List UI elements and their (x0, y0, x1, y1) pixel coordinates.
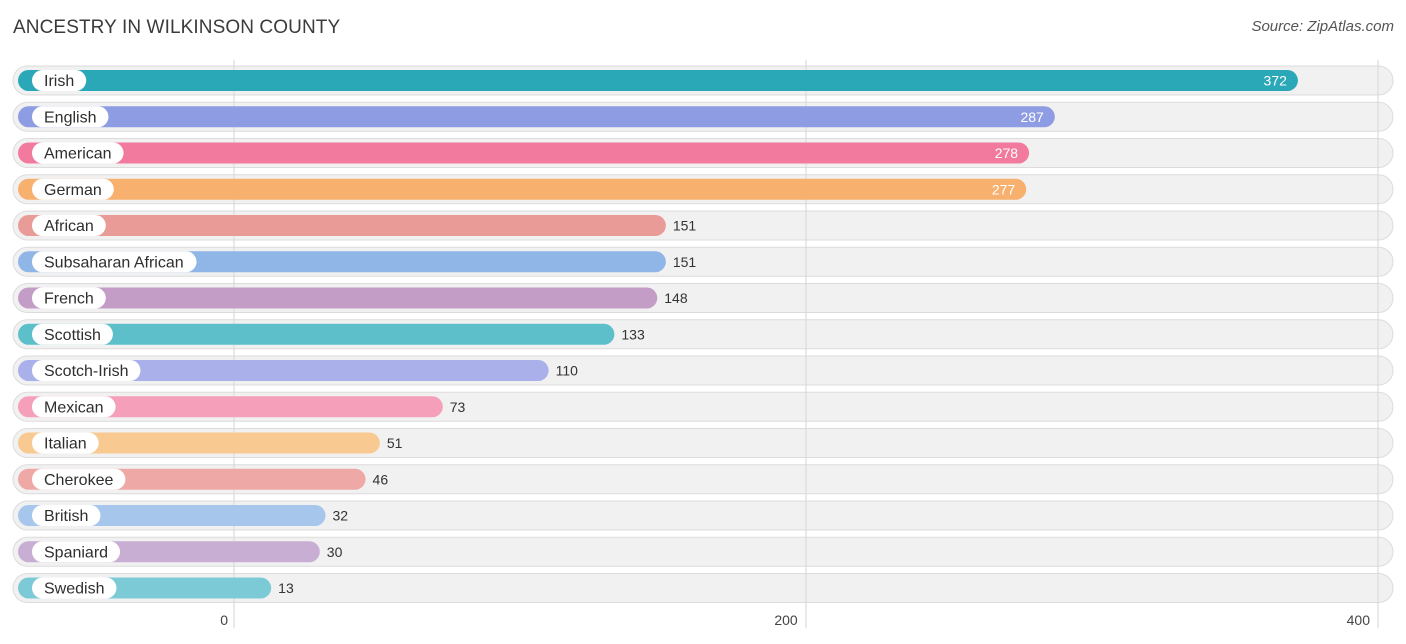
data-label: 151 (673, 254, 697, 270)
bar-group: American 278 (18, 142, 1030, 164)
row-track (12, 573, 1394, 603)
data-label: 73 (450, 399, 466, 415)
bar-group: Italian 51 (18, 432, 403, 454)
bar[interactable] (18, 432, 380, 454)
bar-group: Spaniard 30 (18, 541, 343, 563)
category-label: English (44, 109, 96, 126)
bar[interactable] (18, 287, 658, 309)
category-label: Italian (44, 436, 87, 453)
bar-group: German 277 (18, 178, 1027, 200)
category-label-pill (32, 251, 197, 273)
category-label-pill (32, 215, 106, 236)
bar[interactable] (18, 215, 666, 236)
bar[interactable] (18, 323, 615, 345)
data-label: 277 (992, 181, 1016, 197)
row-track (12, 500, 1394, 531)
category-label: Subsaharan African (44, 254, 184, 271)
category-label-pill (32, 142, 124, 164)
bar[interactable] (18, 70, 1298, 91)
category-label-pill (32, 541, 121, 563)
x-tick-label: 200 (774, 612, 798, 628)
bar-group: French 148 (18, 287, 688, 309)
bars: Irish 372 English 287 American 278 German 277 Af… (18, 70, 1298, 599)
category-label: Irish (44, 73, 74, 90)
bar-group: Cherokee 46 (18, 468, 389, 490)
data-label: 32 (333, 508, 349, 524)
x-axis-ticks: 0 200 400 (220, 612, 1370, 628)
bar[interactable] (18, 178, 1027, 200)
data-label: 13 (278, 580, 294, 596)
bar[interactable] (18, 142, 1030, 164)
category-label: Cherokee (44, 472, 113, 489)
data-label: 51 (387, 435, 403, 451)
category-label: German (44, 182, 102, 199)
bar-group: Swedish 13 (18, 577, 294, 599)
bar[interactable] (18, 396, 443, 418)
category-label: Mexican (44, 399, 104, 416)
category-label: African (44, 218, 94, 235)
bar-group: English 287 (18, 106, 1055, 128)
category-label: Spaniard (44, 544, 108, 561)
bar-group: Subsaharan African 151 (18, 251, 697, 273)
category-label-pill (32, 360, 141, 381)
category-label: Scottish (44, 327, 101, 344)
data-label: 151 (673, 218, 697, 234)
category-label-pill (32, 106, 109, 128)
bar-group: British 32 (18, 505, 348, 526)
category-label: British (44, 508, 88, 525)
row-track (12, 536, 1394, 567)
bar-group: Irish 372 (18, 70, 1298, 91)
bar-group: Scottish 133 (18, 323, 645, 345)
category-label: French (44, 291, 94, 308)
x-tick-label: 0 (220, 612, 228, 628)
category-label-pill (32, 468, 126, 490)
data-label: 30 (327, 544, 343, 560)
category-label-pill (32, 70, 87, 91)
category-label: American (44, 146, 112, 163)
category-label-pill (32, 323, 113, 345)
category-label-pill (32, 577, 117, 599)
category-label: Swedish (44, 581, 104, 598)
data-label: 148 (664, 290, 688, 306)
x-tick-label: 400 (1347, 612, 1371, 628)
bar-group: African 151 (18, 215, 696, 236)
data-label: 278 (995, 145, 1019, 161)
data-label: 46 (373, 471, 389, 487)
category-label-pill (32, 178, 114, 200)
bar-group: Mexican 73 (18, 396, 466, 418)
category-label-pill (32, 287, 106, 309)
bar-group: Scotch-Irish 110 (18, 360, 578, 381)
bar[interactable] (18, 106, 1055, 128)
chart-source: Source: ZipAtlas.com (1251, 18, 1394, 35)
data-label: 133 (621, 326, 645, 342)
data-label: 287 (1020, 109, 1044, 125)
category-label-pill (32, 396, 116, 418)
category-label-pill (32, 432, 99, 454)
data-label: 372 (1264, 73, 1288, 89)
category-label-pill (32, 505, 101, 526)
data-label: 110 (556, 363, 579, 379)
category-label: Scotch-Irish (44, 363, 128, 380)
chart-title: ANCESTRY IN WILKINSON COUNTY (13, 17, 341, 38)
bar[interactable] (18, 360, 549, 381)
